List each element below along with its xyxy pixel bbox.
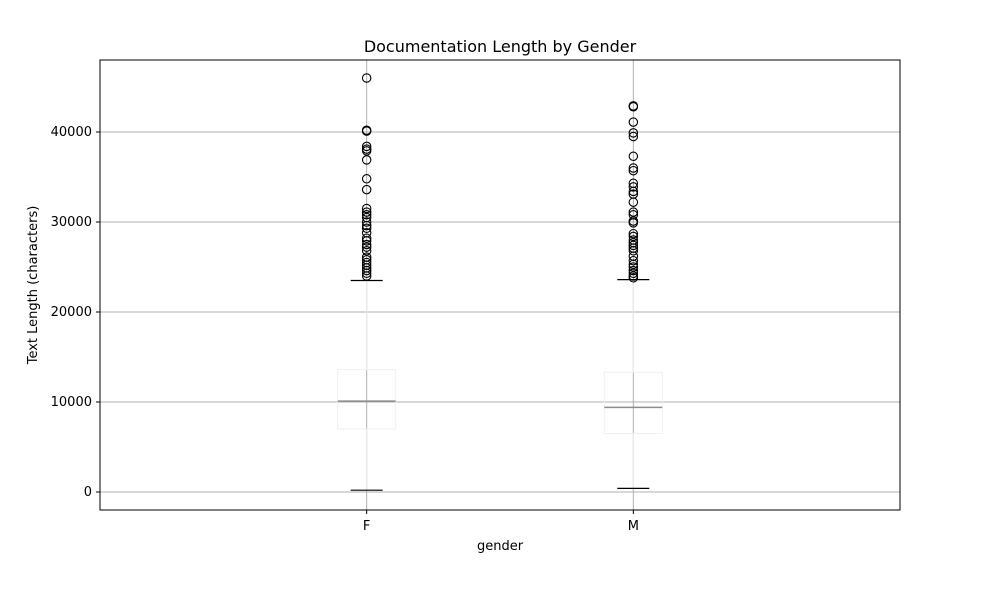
outlier-point — [628, 231, 639, 242]
outlier-point — [628, 262, 639, 272]
outlier-point — [361, 141, 372, 152]
outlier-point — [361, 268, 372, 279]
outlier-point — [628, 197, 639, 207]
outlier-point — [628, 265, 639, 276]
outlier-point — [361, 184, 372, 195]
y-axis-label: Text Length (characters) — [26, 206, 41, 366]
outlier-point — [628, 240, 639, 251]
y-tick-label: 40000 — [51, 125, 92, 140]
outlier-point — [361, 203, 372, 214]
outlier-point — [361, 265, 372, 276]
plot-area-frame — [99, 59, 901, 511]
iqr-box — [603, 371, 663, 434]
outlier-point — [628, 273, 639, 283]
x-tick-label: M — [628, 519, 639, 534]
outlier-point — [361, 73, 372, 83]
outlier-point — [361, 246, 372, 256]
outlier-point — [361, 146, 372, 156]
outlier-point — [628, 246, 639, 256]
outlier-point — [628, 117, 639, 127]
outliers — [361, 73, 639, 283]
outlier-point — [628, 255, 639, 266]
y-tick-label: 10000 — [51, 395, 92, 410]
outlier-point — [628, 207, 639, 217]
outlier-point — [361, 223, 372, 234]
outlier-point — [628, 151, 639, 162]
outlier-point — [628, 218, 639, 228]
outlier-point — [628, 165, 639, 176]
outlier-point — [628, 131, 639, 142]
outlier-point — [361, 210, 372, 220]
outlier-point — [628, 128, 639, 138]
outlier-point — [628, 182, 639, 192]
outlier-point — [361, 236, 372, 246]
outlier-point — [361, 220, 372, 231]
outlier-point — [361, 242, 372, 252]
outlier-point — [361, 233, 372, 243]
outlier-point — [361, 126, 372, 136]
chart-title: Documentation Length by Gender — [364, 37, 637, 56]
iqr-box — [337, 369, 397, 430]
outlier-point — [628, 259, 639, 270]
y-tick-label: 0 — [84, 485, 92, 500]
outlier-point — [628, 186, 639, 197]
outlier-point — [361, 239, 372, 250]
y-tick-label: 30000 — [51, 215, 92, 230]
outlier-point — [361, 271, 372, 281]
outlier-point — [361, 155, 372, 165]
outlier-point — [361, 217, 372, 227]
y-tick-label: 20000 — [51, 305, 92, 320]
outlier-point — [628, 228, 639, 239]
outlier-point — [628, 102, 639, 112]
outlier-point — [628, 163, 639, 173]
outlier-point — [628, 268, 639, 279]
outlier-point — [361, 174, 372, 184]
outlier-point — [361, 207, 372, 217]
x-axis-label: gender — [477, 539, 524, 554]
x-tick-label: F — [363, 519, 370, 534]
boxes — [337, 279, 663, 491]
axis-ticks: 0 10000 20000 30000 40000 F M — [51, 125, 639, 534]
